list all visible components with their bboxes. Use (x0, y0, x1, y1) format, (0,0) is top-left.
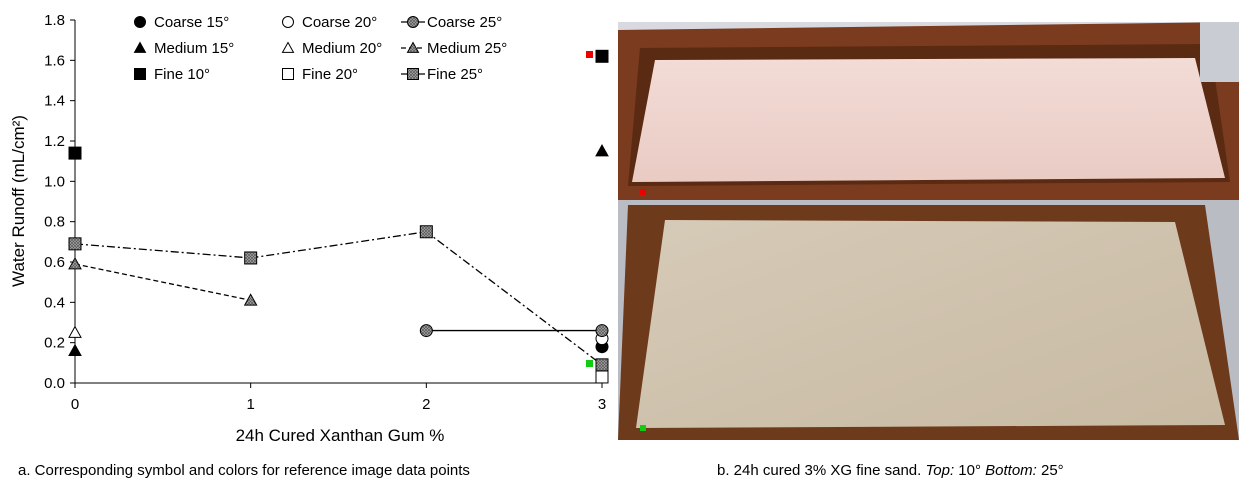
point (596, 359, 608, 371)
y-tick-label: 0.2 (44, 335, 65, 352)
legend-label: Fine 25° (427, 66, 483, 83)
y-tick-label: 1.6 (44, 52, 65, 69)
point (420, 325, 432, 337)
point (596, 371, 608, 383)
point (596, 145, 608, 156)
legend-label: Fine 20° (302, 66, 358, 83)
legend-marker (408, 69, 419, 80)
point (245, 252, 257, 264)
green-ref-marker (586, 360, 593, 367)
legend-marker (135, 17, 146, 28)
green-ref (640, 425, 646, 431)
caption-b-top-label: Top: (925, 462, 954, 479)
y-tick-label: 0.0 (44, 375, 65, 392)
y-tick-label: 1.8 (44, 12, 65, 29)
sand-bottom (636, 220, 1225, 428)
legend-marker (283, 43, 294, 53)
caption-a: a. Corresponding symbol and colors for r… (18, 462, 470, 479)
series-line (75, 232, 602, 365)
red-ref (640, 189, 646, 195)
caption-b-text: b. 24h cured 3% XG fine sand. (717, 462, 921, 479)
y-tick-label: 1.2 (44, 133, 65, 150)
y-tick-label: 0.4 (44, 294, 65, 311)
legend-label: Medium 15° (154, 40, 234, 57)
page: Water Runoff (mL/cm²) 24h Cured Xanthan … (0, 0, 1239, 489)
point (69, 147, 81, 159)
chart: Water Runoff (mL/cm²) 24h Cured Xanthan … (0, 0, 1239, 489)
caption-b-top-value: 10° (958, 462, 981, 479)
red-ref-marker (586, 51, 593, 58)
point (420, 226, 432, 238)
legend-marker (283, 69, 294, 80)
legend-marker (135, 69, 146, 80)
legend-label: Medium 25° (427, 40, 507, 57)
x-tick-label: 1 (246, 396, 254, 413)
y-tick-label: 1.4 (44, 93, 65, 110)
point (69, 345, 81, 356)
photo (618, 22, 1239, 440)
legend-label: Coarse 15° (154, 14, 229, 31)
point (69, 327, 81, 338)
y-axis-label: Water Runoff (mL/cm²) (9, 115, 28, 287)
point (596, 50, 608, 62)
point (69, 258, 81, 269)
x-tick-label: 0 (71, 396, 79, 413)
y-tick-label: 0.6 (44, 254, 65, 271)
legend-label: Fine 10° (154, 66, 210, 83)
caption-b-bottom-value: 25° (1041, 462, 1064, 479)
caption-b: b. 24h cured 3% XG fine sand. Top: 10° B… (717, 462, 1064, 479)
point (596, 325, 608, 337)
series-line (75, 264, 251, 300)
point (245, 294, 257, 305)
legend-marker (408, 17, 419, 28)
sand-top (632, 58, 1225, 182)
legend-marker (283, 17, 294, 28)
x-axis-label: 24h Cured Xanthan Gum % (236, 426, 445, 445)
y-tick-label: 1.0 (44, 173, 65, 190)
point (69, 238, 81, 250)
legend-label: Coarse 20° (302, 14, 377, 31)
caption-b-bottom-label: Bottom: (985, 462, 1037, 479)
legend-label: Coarse 25° (427, 14, 502, 31)
figure: Water Runoff (mL/cm²) 24h Cured Xanthan … (0, 0, 1239, 489)
legend-label: Medium 20° (302, 40, 382, 57)
legend-marker (135, 43, 146, 53)
x-tick-label: 2 (422, 396, 430, 413)
y-tick-label: 0.8 (44, 214, 65, 231)
x-tick-label: 3 (598, 396, 606, 413)
rack-top (1200, 22, 1239, 82)
